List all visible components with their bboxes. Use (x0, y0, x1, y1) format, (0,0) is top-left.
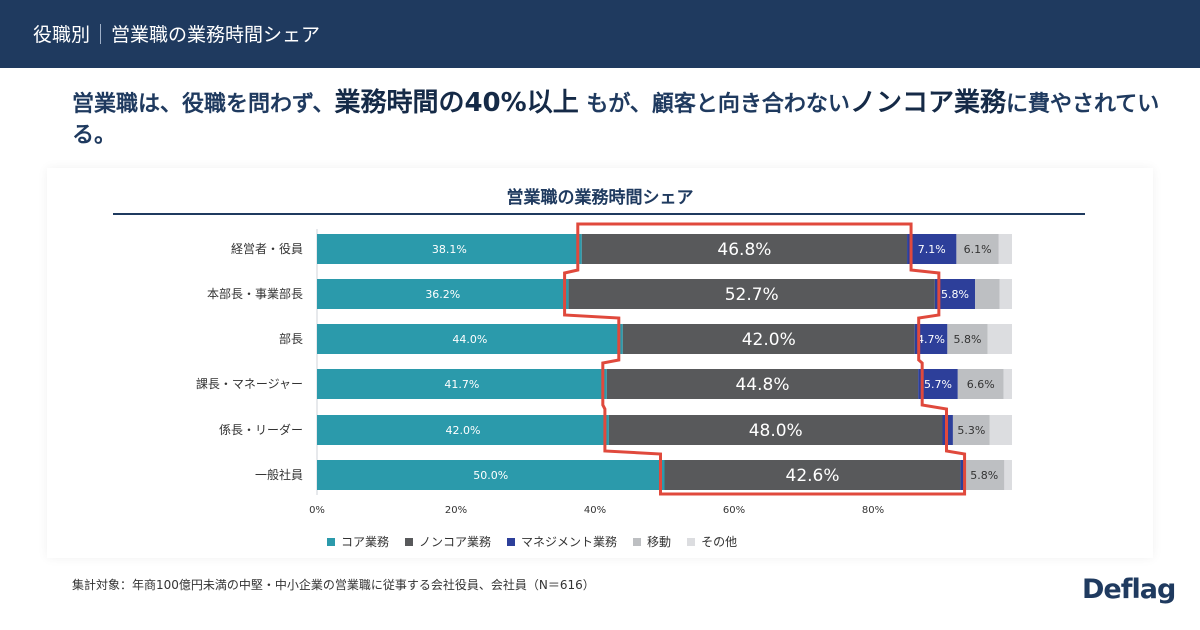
legend-item: その他 (687, 533, 737, 550)
legend-swatch (507, 538, 516, 546)
bar-segment (568, 279, 935, 309)
category-label: 本部長・事業部長 (207, 286, 303, 301)
chart-title: 営業職の業務時間シェア (506, 188, 694, 208)
x-tick-label: 60% (723, 505, 745, 516)
bar-segment (952, 415, 990, 445)
legend-label: マネジメント業務 (521, 535, 618, 549)
data-label: 5.8% (941, 288, 969, 301)
bar-segment (317, 279, 569, 309)
data-label: 42.0% (742, 330, 796, 350)
bar-segment (989, 415, 1012, 445)
data-label: 42.0% (445, 424, 480, 437)
bar-segment (960, 460, 965, 490)
bar-segment (957, 369, 1004, 399)
bar-segment (956, 234, 999, 264)
headline-part1: 営業職は、役職を問わず、 (72, 92, 335, 117)
data-label: 6.1% (964, 243, 992, 256)
data-label: 50.0% (473, 469, 508, 482)
legend-item: 移動 (633, 533, 671, 550)
noncore-highlight-outline (563, 222, 967, 496)
data-label: 5.8% (970, 469, 998, 482)
bar-segment (998, 234, 1012, 264)
data-label: 6.6% (967, 378, 995, 391)
legend-item: マネジメント業務 (507, 533, 617, 550)
bar-segment (581, 234, 908, 264)
bar-segment (1004, 460, 1012, 490)
bar-segment (317, 324, 623, 354)
legend-swatch (327, 538, 335, 546)
x-tick-label: 0% (309, 505, 325, 516)
chart-title-rule (113, 213, 1085, 215)
bar-segment (947, 324, 988, 354)
data-label: 4.7% (917, 333, 945, 346)
header-category: 役職別 (33, 24, 91, 46)
x-tick-label: 80% (862, 505, 884, 516)
headline: 営業職は、役職を問わず、業務時間の40%以上 もが、顧客と向き合わないノンコア業… (72, 88, 1162, 151)
data-label: 44.8% (735, 375, 789, 395)
x-tick-label: 20% (445, 505, 467, 516)
stacked-bar-chart: 経営者・役員 38.1% 46.8% 7.1% 6.1% 本部長・事業部長 36.2% 52.… (196, 222, 1012, 516)
legend-item: コア業務 (327, 533, 389, 550)
legend-swatch (687, 538, 696, 546)
headline-part3: に費やされている。 (72, 92, 1160, 148)
data-label: 5.7% (924, 378, 952, 391)
header-divider (100, 24, 102, 44)
legend-label: その他 (701, 535, 738, 549)
bar-segment (1003, 369, 1012, 399)
data-label: 46.8% (717, 240, 771, 260)
data-label: 42.6% (786, 466, 840, 486)
data-label: 48.0% (749, 421, 803, 441)
bar-segment (606, 369, 919, 399)
bar-segment (999, 279, 1012, 309)
bar-segment (918, 369, 958, 399)
bar-segment (608, 415, 943, 445)
chart-card (47, 168, 1153, 558)
bar-segment (664, 460, 961, 490)
header-title: 役職別 営業職の業務時間シェア (33, 20, 320, 47)
headline-part2: もが、顧客と向き合わない (578, 92, 850, 117)
legend-swatch (405, 538, 414, 546)
bar-segment (907, 234, 957, 264)
header-bar: 役職別 営業職の業務時間シェア (0, 0, 1200, 68)
deflag-logo: Deflag (1082, 574, 1176, 605)
bar-segment (317, 415, 609, 445)
category-label: 課長・マネージャー (196, 376, 303, 391)
data-label: 36.2% (425, 288, 460, 301)
category-label: 部長 (279, 331, 303, 346)
data-label: 52.7% (725, 285, 779, 305)
data-label: 5.3% (957, 424, 985, 437)
category-label: 一般社員 (255, 467, 303, 482)
footnote: 集計対象：年商100億円未満の中堅・中小企業の営業職に従事する会社役員、会社員（… (72, 578, 595, 592)
legend-item: ノンコア業務 (405, 533, 491, 550)
data-label: 38.1% (432, 243, 467, 256)
chart-legend: コア業務 ノンコア業務 マネジメント業務 移動 その他 (327, 533, 753, 550)
bar-segment (934, 279, 976, 309)
category-label: 係長・リーダー (219, 422, 303, 437)
legend-label: コア業務 (341, 535, 390, 549)
headline-emphasis-2: ノンコア業務 (849, 88, 1006, 118)
category-label: 経営者・役員 (231, 241, 303, 256)
bar-segment (975, 279, 1000, 309)
bar-segment (317, 369, 607, 399)
x-tick-label: 40% (584, 505, 606, 516)
legend-swatch (633, 538, 642, 546)
bar-segment (317, 460, 665, 490)
bar-segment (622, 324, 915, 354)
headline-emphasis-1: 業務時間の40%以上 (334, 88, 579, 118)
data-label: 7.1% (918, 243, 946, 256)
data-label: 44.0% (452, 333, 487, 346)
bar-segment (317, 234, 582, 264)
legend-label: 移動 (647, 535, 672, 549)
bar-segment (987, 324, 1012, 354)
data-label: 5.8% (954, 333, 982, 346)
bar-segment (964, 460, 1005, 490)
legend-label: ノンコア業務 (419, 535, 492, 549)
data-label: 41.7% (444, 378, 479, 391)
header-page-title: 営業職の業務時間シェア (111, 24, 321, 46)
